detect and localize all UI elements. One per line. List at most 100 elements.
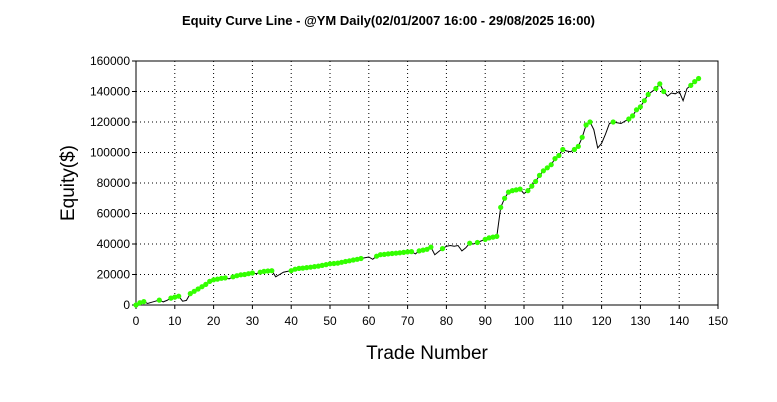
winning-trade-marker	[238, 272, 244, 278]
x-tick-label: 80	[440, 314, 454, 328]
winning-trade-marker	[610, 119, 616, 125]
x-tick-label: 10	[168, 314, 182, 328]
winning-trade-marker	[653, 85, 659, 92]
winning-trade-marker	[474, 239, 480, 246]
series-layer	[133, 75, 702, 308]
winning-trade-marker	[230, 274, 236, 280]
winning-trade-marker	[641, 98, 647, 104]
winning-trade-marker	[525, 188, 531, 194]
y-tick-label: 40000	[97, 237, 131, 251]
winning-trade-marker	[428, 244, 434, 250]
winning-trade-marker	[513, 187, 519, 193]
winning-trade-marker	[645, 91, 651, 98]
winning-trade-marker	[494, 233, 500, 239]
winning-trade-marker	[311, 264, 318, 270]
winning-trade-marker	[560, 146, 566, 153]
winning-trade-marker	[350, 257, 356, 263]
winning-trade-marker	[346, 258, 352, 264]
winning-trade-marker	[242, 271, 248, 278]
winning-trade-marker	[502, 195, 508, 201]
plot-frame	[135, 60, 719, 306]
winning-trade-marker	[579, 134, 585, 140]
winning-trade-marker	[342, 258, 349, 265]
winning-trade-marker	[168, 295, 174, 301]
x-tick-label: 30	[246, 314, 260, 328]
winning-trade-marker	[401, 249, 407, 255]
x-tick-label: 100	[514, 314, 534, 328]
y-tick-label: 120000	[90, 115, 130, 129]
winning-trade-marker	[571, 146, 578, 153]
winning-trade-marker	[358, 255, 364, 262]
winning-trade-marker	[133, 302, 139, 308]
winning-trade-marker	[249, 270, 255, 276]
x-tick-label: 110	[553, 314, 572, 328]
winning-trade-marker	[195, 286, 201, 292]
x-tick-label: 130	[630, 314, 650, 328]
winning-trade-marker	[199, 284, 205, 290]
winning-trade-marker	[389, 250, 395, 257]
winning-trade-marker	[393, 250, 399, 256]
y-tick-label: 100000	[90, 146, 130, 160]
winning-trade-marker	[416, 248, 422, 254]
y-tick-label: 0	[123, 298, 130, 312]
winning-trade-marker	[265, 268, 271, 274]
winning-trade-marker	[536, 172, 543, 178]
winning-trade-marker	[172, 294, 178, 300]
winning-trade-marker	[544, 165, 550, 171]
winning-trade-marker	[296, 265, 302, 271]
winning-trade-marker	[269, 268, 275, 274]
winning-trade-marker	[533, 178, 539, 185]
x-axis-title: Trade Number	[366, 343, 488, 364]
x-tick-label: 150	[708, 314, 728, 328]
winning-trade-marker	[552, 156, 558, 162]
winning-trade-marker	[482, 236, 488, 242]
y-tick-label: 160000	[90, 54, 130, 68]
winning-trade-marker	[191, 288, 197, 294]
winning-trade-marker	[331, 260, 337, 267]
winning-trade-marker	[222, 275, 228, 281]
winning-trade-marker	[517, 186, 523, 192]
x-tick-label: 90	[479, 314, 493, 328]
winning-trade-marker	[137, 300, 143, 306]
winning-trade-marker	[548, 162, 554, 168]
winning-trade-marker	[630, 113, 636, 119]
x-tick-label: 50	[323, 314, 337, 328]
tick-layer: 0 10 20 30 40 50 60 70 80 90 100 110 120 130 140 150 0 20…	[90, 54, 728, 328]
x-tick-label: 120	[592, 314, 612, 328]
winning-trade-marker	[377, 252, 383, 258]
winning-trade-marker	[207, 278, 213, 284]
winning-trade-marker	[408, 249, 415, 255]
winning-trade-marker	[187, 291, 193, 297]
winning-trade-marker	[540, 168, 547, 174]
x-tick-label: 0	[133, 314, 140, 328]
x-tick-label: 140	[669, 314, 689, 328]
winning-trade-marker	[327, 261, 333, 267]
winning-trade-marker	[397, 250, 403, 256]
winning-trade-marker	[556, 152, 562, 159]
winning-trade-marker	[288, 268, 294, 274]
winning-trade-marker	[587, 119, 593, 125]
equity-line	[135, 78, 699, 306]
winning-trade-marker	[292, 266, 298, 272]
winning-trade-marker	[203, 281, 209, 287]
grid-layer	[136, 61, 718, 305]
winning-trade-marker	[308, 264, 314, 270]
winning-trade-marker	[304, 265, 310, 271]
winning-trade-marker	[176, 293, 182, 299]
winning-trade-marker	[339, 259, 345, 265]
winning-trade-marker	[261, 268, 267, 274]
winning-trade-marker	[657, 81, 663, 87]
x-tick-label: 60	[362, 314, 376, 328]
winning-trade-marker	[214, 276, 221, 282]
winning-trade-marker	[218, 275, 224, 281]
winning-trade-marker	[505, 189, 512, 195]
winning-trade-marker	[211, 277, 217, 283]
chart-title: Equity Curve Line - @YM Daily(02/01/2007…	[182, 13, 595, 28]
winning-trade-marker	[405, 249, 411, 255]
winning-trade-marker	[420, 247, 426, 253]
winning-trade-marker	[696, 75, 702, 82]
winning-trade-marker	[583, 122, 589, 128]
winning-trade-marker	[626, 116, 632, 122]
winning-trade-marker	[381, 251, 387, 257]
